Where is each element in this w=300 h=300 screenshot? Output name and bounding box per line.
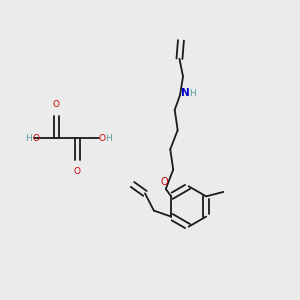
Text: O: O <box>74 167 81 176</box>
Text: H: H <box>105 134 112 142</box>
Text: N: N <box>181 88 190 98</box>
Text: O: O <box>98 134 105 142</box>
Text: O: O <box>32 134 39 142</box>
Text: O: O <box>53 100 60 109</box>
Text: H: H <box>189 89 196 98</box>
Text: O: O <box>160 177 168 188</box>
Text: H: H <box>26 134 32 142</box>
